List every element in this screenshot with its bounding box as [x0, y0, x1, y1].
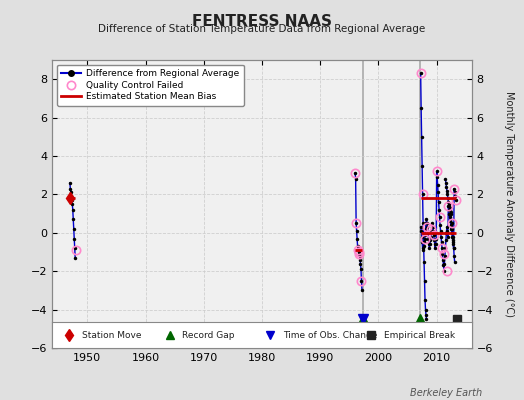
Text: Difference of Station Temperature Data from Regional Average: Difference of Station Temperature Data f… — [99, 24, 425, 34]
Text: Time of Obs. Change: Time of Obs. Change — [283, 330, 377, 340]
Text: Station Move: Station Move — [82, 330, 141, 340]
Legend: Difference from Regional Average, Quality Control Failed, Estimated Station Mean: Difference from Regional Average, Qualit… — [57, 64, 244, 106]
Text: Record Gap: Record Gap — [182, 330, 235, 340]
Text: Berkeley Earth: Berkeley Earth — [410, 388, 482, 398]
Text: Empirical Break: Empirical Break — [384, 330, 455, 340]
Text: FENTRESS NAAS: FENTRESS NAAS — [192, 14, 332, 29]
Y-axis label: Monthly Temperature Anomaly Difference (°C): Monthly Temperature Anomaly Difference (… — [504, 91, 514, 317]
